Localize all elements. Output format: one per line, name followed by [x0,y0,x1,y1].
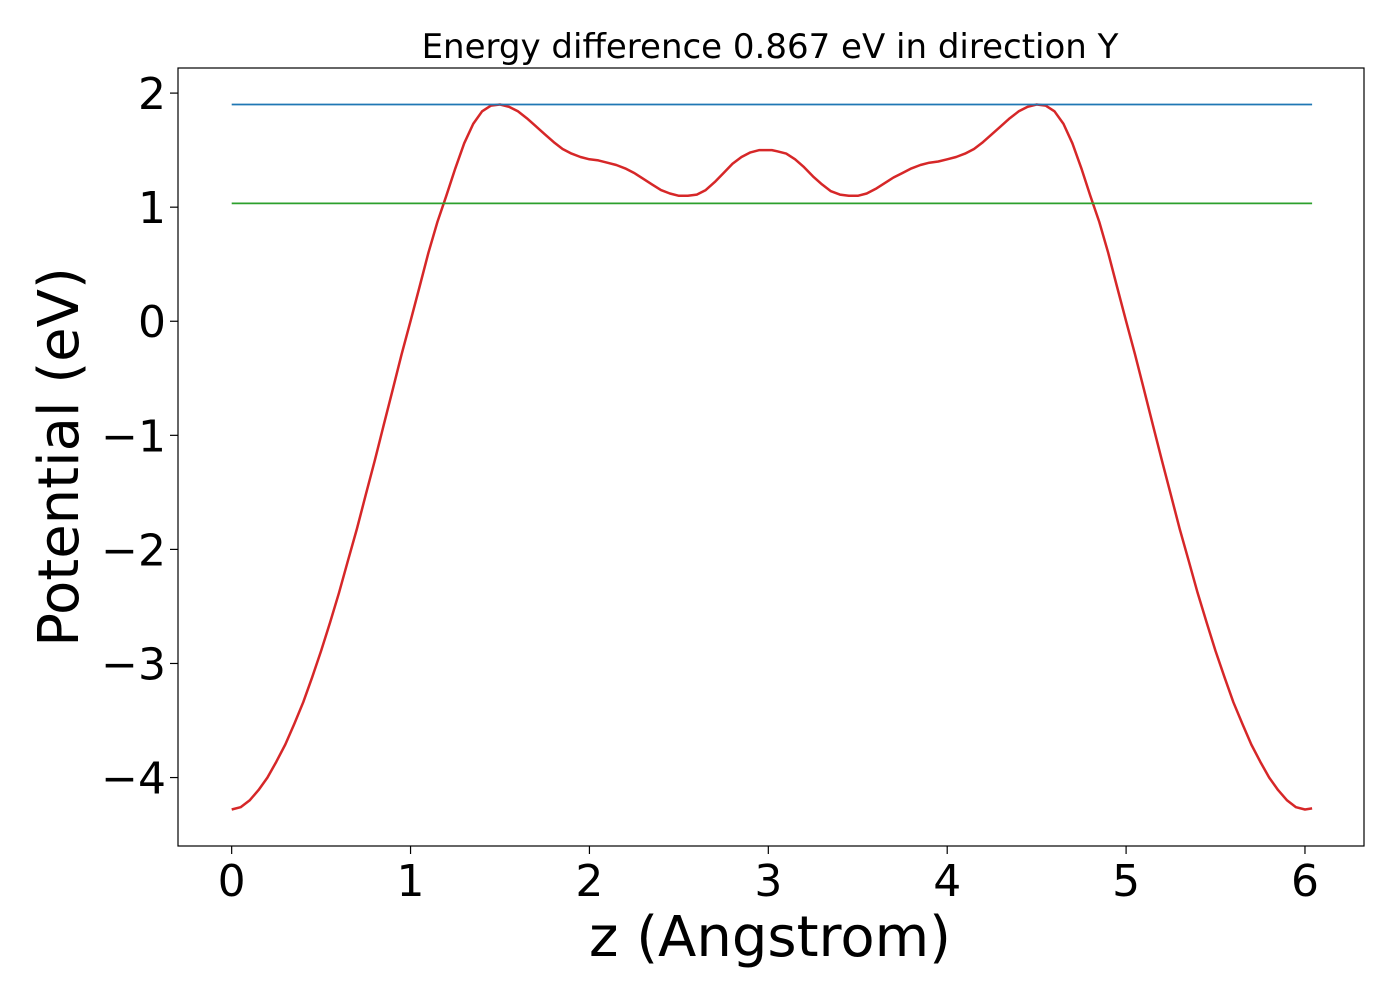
chart-title: Energy difference 0.867 eV in direction … [422,27,1119,67]
x-tick-label: 4 [933,856,961,907]
x-tick-label: 2 [575,856,603,907]
x-axis-label: z (Angstrom) [589,905,951,970]
x-tick-label: 3 [754,856,782,907]
x-tick-label: 6 [1291,856,1319,907]
plot-frame [177,67,1365,847]
potential-curve [231,103,1313,811]
y-tick-label: −3 [101,639,166,690]
y-axis-ticks: −4 −3 −2 −1 0 1 2 [101,69,178,805]
series-layer [231,103,1313,811]
y-tick-label: 1 [138,183,166,234]
y-tick-label: −1 [101,411,166,462]
x-tick-label: 1 [397,856,425,907]
y-tick-label: 2 [138,69,166,120]
x-axis-ticks: 0 1 2 3 4 5 6 [218,846,1319,907]
y-tick-label: −4 [101,754,166,805]
x-tick-label: 0 [218,856,246,907]
x-tick-label: 5 [1112,856,1140,907]
y-axis-label: Potential (eV) [27,267,92,647]
y-tick-label: 0 [138,297,166,348]
y-tick-label: −2 [101,525,166,576]
